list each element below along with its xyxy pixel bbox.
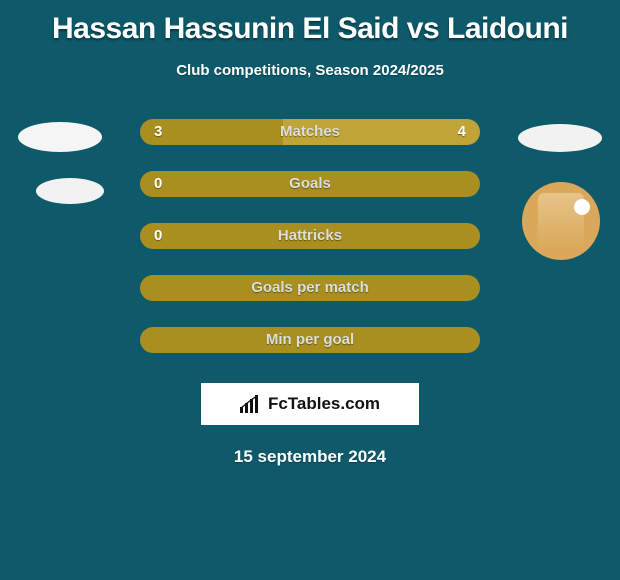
stat-value-left: 0	[154, 171, 162, 197]
player-left-avatar-shoulder	[36, 178, 104, 204]
stat-value-right: 4	[458, 119, 466, 145]
stat-value-left: 0	[154, 223, 162, 249]
stat-label: Goals	[140, 171, 480, 197]
stat-row: Goals0	[140, 171, 480, 197]
stat-label: Hattricks	[140, 223, 480, 249]
trophy-icon	[538, 193, 584, 249]
stat-row: Min per goal	[140, 327, 480, 353]
fctables-watermark: FcTables.com	[201, 383, 419, 425]
stat-row: Matches3 4	[140, 119, 480, 145]
stat-label: Matches	[140, 119, 480, 145]
stat-label: Min per goal	[140, 327, 480, 353]
stat-row: Goals per match	[140, 275, 480, 301]
bars-icon	[240, 395, 262, 413]
fctables-label: FcTables.com	[268, 394, 380, 414]
date-label: 15 september 2024	[0, 447, 620, 467]
stat-row: Hattricks0	[140, 223, 480, 249]
player-right-avatar-badge	[522, 182, 600, 260]
stat-value-left: 3	[154, 119, 162, 145]
stat-label: Goals per match	[140, 275, 480, 301]
page-title: Hassan Hassunin El Said vs Laidouni	[0, 0, 620, 46]
subtitle: Club competitions, Season 2024/2025	[0, 62, 620, 79]
player-left-avatar-head	[18, 122, 102, 152]
player-right-avatar-head	[518, 124, 602, 152]
